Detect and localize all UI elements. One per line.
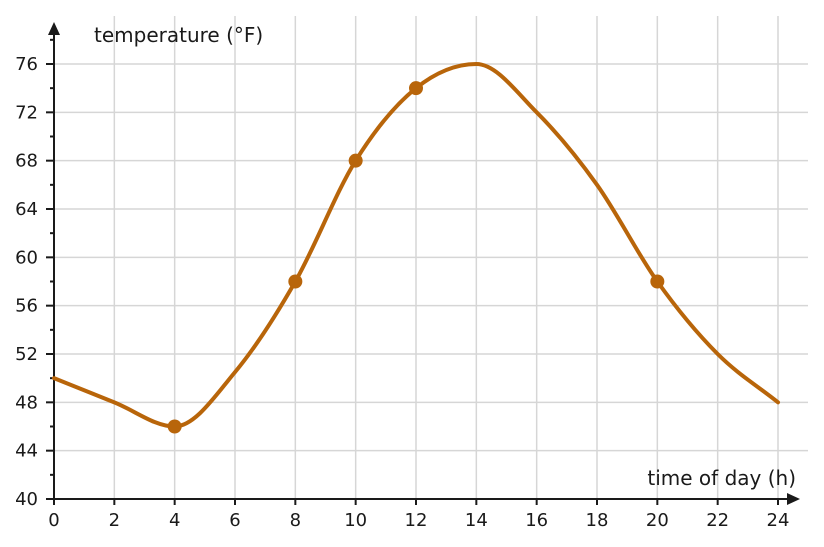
y-tick-label: 48 — [15, 392, 38, 413]
ticks-layer: 0 2 4 6 8 10 12 14 16 18 20 22 244044485256606468727… — [15, 38, 790, 531]
x-tick-label: 4 — [169, 510, 180, 531]
data-point — [650, 274, 665, 289]
x-tick-label: 8 — [290, 510, 301, 531]
y-tick-label: 64 — [15, 199, 38, 220]
y-tick-label: 44 — [15, 441, 38, 462]
x-tick-label: 2 — [109, 510, 120, 531]
x-tick-label: 10 — [344, 510, 367, 531]
y-axis-title: temperature (°F) — [94, 23, 263, 47]
x-tick-label: 20 — [646, 510, 669, 531]
data-point — [288, 274, 303, 289]
x-axis-title: time of day (h) — [647, 466, 796, 490]
grid-layer — [54, 16, 808, 499]
data-point — [348, 153, 363, 168]
data-point — [167, 419, 182, 434]
y-tick-label: 68 — [15, 151, 38, 172]
x-axis-arrow — [787, 493, 800, 505]
x-tick-label: 18 — [586, 510, 609, 531]
y-tick-label: 60 — [15, 247, 38, 268]
x-tick-label: 24 — [767, 510, 790, 531]
data-point — [409, 81, 423, 96]
y-tick-label: 40 — [15, 489, 38, 510]
x-tick-label: 6 — [229, 510, 240, 531]
points-layer — [167, 81, 665, 434]
x-tick-label: 22 — [706, 510, 729, 531]
y-axis-arrow — [48, 22, 60, 35]
y-tick-label: 76 — [15, 54, 38, 75]
x-tick-label: 12 — [405, 510, 428, 531]
y-tick-label: 72 — [15, 102, 38, 123]
x-tick-label: 0 — [48, 510, 59, 531]
x-tick-label: 16 — [525, 510, 548, 531]
y-tick-label: 56 — [15, 296, 38, 317]
y-tick-label: 52 — [15, 344, 38, 365]
x-tick-label: 14 — [465, 510, 488, 531]
axes-layer — [48, 22, 800, 505]
